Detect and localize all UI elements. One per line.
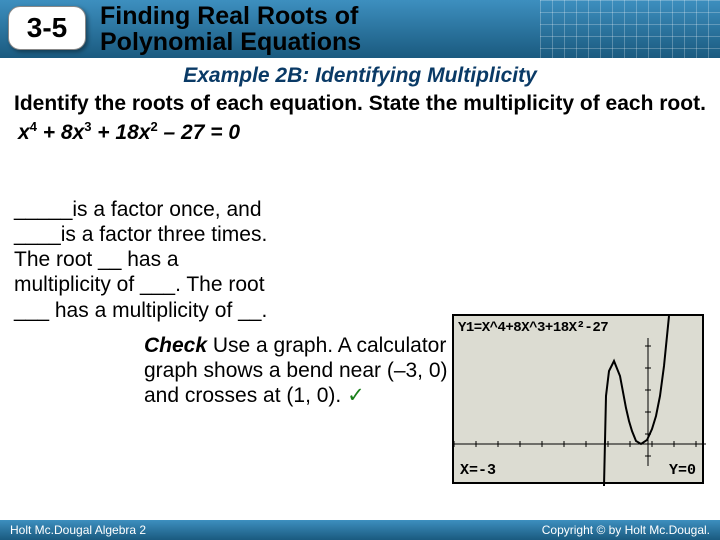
body-line-5: ___ has a multiplicity of __. — [14, 298, 394, 323]
footer-right: Copyright © by Holt Mc.Dougal. — [542, 523, 710, 537]
footer-left: Holt Mc.Dougal Algebra 2 — [10, 523, 146, 537]
calculator-readout: X=-3 Y=0 — [460, 462, 696, 479]
calculator-screenshot: Y1=X^4+8X^3+18X²-27 X=-3 Y=0 — [452, 314, 704, 484]
calculator-y-value: Y=0 — [669, 462, 696, 479]
lesson-title: Finding Real Roots of Polynomial Equatio… — [100, 3, 361, 56]
instruction-text: Identify the roots of each equation. Sta… — [14, 92, 706, 117]
example-title: Example 2B: Identifying Multiplicity — [14, 64, 706, 88]
body-line-4: multiplicity of ___. The root — [14, 272, 394, 297]
check-label: Check — [144, 334, 207, 357]
slide-footer: Holt Mc.Dougal Algebra 2 Copyright © by … — [0, 520, 720, 540]
check-block: Check Use a graph. A calculator graph sh… — [144, 333, 449, 409]
checkmark-icon: ✓ — [347, 384, 365, 407]
body-line-2: ____is a factor three times. — [14, 222, 394, 247]
factor-description: _____is a factor once, and ____is a fact… — [14, 197, 394, 323]
lesson-number: 3-5 — [27, 12, 67, 44]
header-grid-decoration — [540, 0, 720, 58]
calculator-plot — [454, 316, 706, 486]
title-line-1: Finding Real Roots of — [100, 3, 361, 29]
polynomial-equation: x4 + 8x3 + 18x2 – 27 = 0 — [18, 119, 706, 145]
body-line-1: _____is a factor once, and — [14, 197, 394, 222]
calculator-x-value: X=-3 — [460, 462, 496, 479]
slide-header: 3-5 Finding Real Roots of Polynomial Equ… — [0, 0, 720, 58]
lesson-number-badge: 3-5 — [8, 6, 86, 50]
body-line-3: The root __ has a — [14, 247, 394, 272]
title-line-2: Polynomial Equations — [100, 29, 361, 55]
